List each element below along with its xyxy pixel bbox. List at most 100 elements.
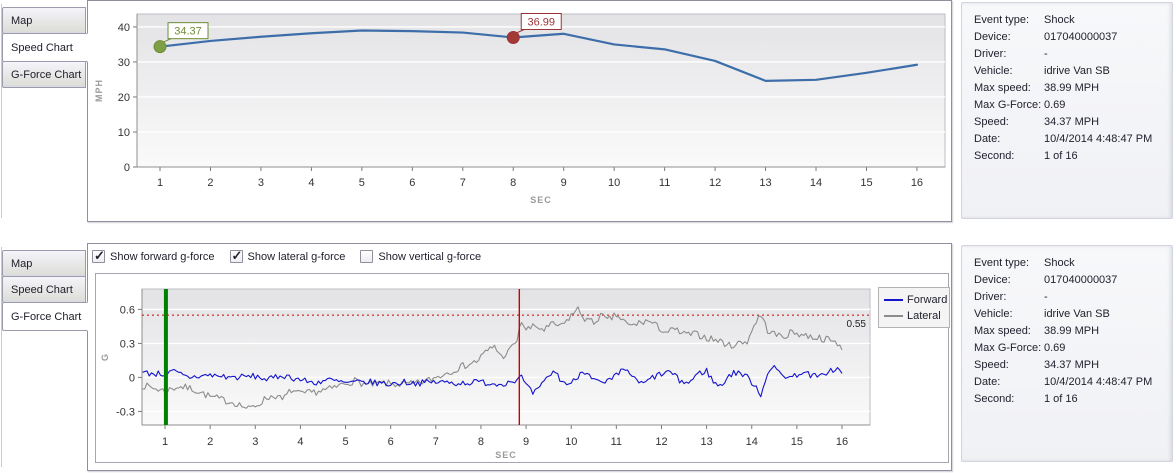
gforce-chart-svg[interactable]: -0.300.30.61 2 3 4 5 6 7 8 9 10 11 12 13 14 15 16SECG0.… (96, 274, 948, 462)
info-row-date: Date: 10/4/2014 4:48:47 PM (974, 131, 1172, 148)
info-value: 38.99 MPH (1044, 325, 1100, 337)
info-label: Max speed: (974, 325, 1031, 337)
svg-text:4: 4 (297, 436, 303, 448)
svg-text:0.55: 0.55 (847, 319, 867, 330)
tab-map[interactable]: Map (2, 7, 86, 34)
gforce-panel: Map Speed Chart G-Force Chart Show forwa… (0, 243, 1176, 471)
info-label: Max G-Force: (974, 99, 1042, 111)
info-row-vehicle: Vehicle: idrive Van SB (974, 63, 1172, 80)
svg-text:10: 10 (608, 177, 620, 189)
info-value: Shock (1044, 257, 1075, 269)
svg-text:20: 20 (118, 92, 130, 104)
speed-panel-tabs: Map Speed Chart G-Force Chart (2, 7, 88, 88)
info-value: 34.37 MPH (1044, 359, 1100, 371)
tab-speed-chart[interactable]: Speed Chart (2, 33, 88, 62)
svg-text:0: 0 (124, 162, 130, 174)
svg-text:MPH: MPH (94, 79, 104, 102)
tab-map[interactable]: Map (2, 250, 86, 277)
show-forward-gforce-checkbox[interactable]: Show forward g-force (92, 249, 215, 263)
svg-text:13: 13 (700, 436, 712, 448)
info-row-max-speed: Max speed: 38.99 MPH (974, 323, 1172, 340)
info-label: Max speed: (974, 82, 1031, 94)
checkbox-label: Show vertical g-force (378, 250, 482, 263)
svg-text:3: 3 (258, 177, 264, 189)
event-info-panel-top: Event type: Shock Device: 017040000037 Dri… (961, 2, 1173, 219)
svg-text:5: 5 (359, 177, 365, 189)
info-label: Speed: (974, 359, 1009, 371)
info-row-date: Date: 10/4/2014 4:48:47 PM (974, 374, 1172, 391)
gforce-checkbox-bar: Show forward g-force Show lateral g-forc… (92, 249, 496, 263)
info-label: Driver: (974, 291, 1007, 303)
legend-item-forward: Forward (884, 292, 949, 308)
speed-chart-panel: 0 10 20 30 40 1 2 3 4 5 6 7 8 9 10 11 12 13 14 15 16 SEC MPH 34… (87, 0, 952, 222)
svg-text:6: 6 (409, 177, 415, 189)
info-value: 017040000037 (1044, 31, 1118, 43)
svg-text:3: 3 (252, 436, 258, 448)
svg-text:30: 30 (118, 57, 130, 69)
checkbox-icon[interactable] (360, 250, 374, 263)
svg-text:1: 1 (162, 436, 168, 448)
gforce-legend: Forward Lateral (878, 287, 950, 328)
svg-text:6: 6 (388, 436, 394, 448)
svg-text:16: 16 (836, 436, 848, 448)
info-row-device: Device: 017040000037 (974, 29, 1172, 46)
svg-text:12: 12 (655, 436, 667, 448)
svg-text:15: 15 (860, 177, 872, 189)
info-row-vehicle: Vehicle: idrive Van SB (974, 306, 1172, 323)
svg-text:10: 10 (118, 127, 130, 139)
info-row-second: Second: 1 of 16 (974, 148, 1172, 165)
svg-text:4: 4 (308, 177, 314, 189)
show-vertical-gforce-checkbox[interactable]: Show vertical g-force (360, 250, 481, 263)
gforce-chart-box: -0.3 0 0.3 0.6 1 2 3 4 5 6 7 8 9 10 11 12 13 14 15 16 SEC G 0.… (95, 273, 950, 463)
svg-text:-0.3: -0.3 (116, 406, 135, 418)
svg-text:13: 13 (759, 177, 771, 189)
info-value: 38.99 MPH (1044, 82, 1100, 94)
info-label: Second: (974, 150, 1015, 162)
legend-label: Lateral (907, 310, 941, 322)
info-value: - (1044, 48, 1048, 60)
svg-text:9: 9 (523, 436, 529, 448)
svg-text:7: 7 (460, 177, 466, 189)
tab-gforce-chart[interactable]: G-Force Chart (2, 61, 86, 88)
svg-text:12: 12 (709, 177, 721, 189)
info-label: Event type: (974, 257, 1030, 269)
info-value: idrive Van SB (1044, 65, 1110, 77)
checkbox-icon[interactable] (92, 249, 105, 263)
lateral-line-swatch (884, 315, 903, 317)
svg-text:10: 10 (565, 436, 577, 448)
svg-text:8: 8 (510, 177, 516, 189)
info-row-speed: Speed: 34.37 MPH (974, 357, 1172, 374)
svg-text:5: 5 (342, 436, 348, 448)
info-row-max-speed: Max speed: 38.99 MPH (974, 80, 1172, 97)
svg-text:2: 2 (207, 177, 213, 189)
info-label: Device: (974, 274, 1011, 286)
info-label: Vehicle: (974, 65, 1013, 77)
info-label: Device: (974, 31, 1011, 43)
svg-text:G: G (100, 353, 110, 361)
info-value: 017040000037 (1044, 274, 1118, 286)
svg-text:2: 2 (207, 436, 213, 448)
info-row-max-gforce: Max G-Force: 0.69 (974, 340, 1172, 357)
info-label: Vehicle: (974, 308, 1013, 320)
svg-text:11: 11 (611, 436, 622, 448)
info-label: Event type: (974, 14, 1030, 26)
info-value: 0.69 (1044, 99, 1066, 111)
svg-text:15: 15 (791, 436, 803, 448)
show-lateral-gforce-checkbox[interactable]: Show lateral g-force (229, 249, 346, 263)
svg-text:14: 14 (746, 436, 758, 448)
info-value: 0.69 (1044, 342, 1066, 354)
info-label: Max G-Force: (974, 342, 1042, 354)
svg-text:7: 7 (433, 436, 439, 448)
tab-gforce-chart[interactable]: G-Force Chart (2, 302, 88, 331)
gforce-panel-tabs: Map Speed Chart G-Force Chart (2, 250, 88, 331)
legend-item-lateral: Lateral (884, 308, 949, 324)
tab-speed-chart[interactable]: Speed Chart (2, 276, 86, 303)
info-row-event-type: Event type: Shock (974, 255, 1172, 272)
info-value: 1 of 16 (1044, 393, 1078, 405)
checkbox-icon[interactable] (229, 249, 243, 263)
forward-line-swatch (884, 299, 903, 301)
checkbox-label: Show lateral g-force (247, 250, 346, 263)
info-value: idrive Van SB (1044, 308, 1110, 320)
info-label: Date: (974, 133, 1001, 145)
